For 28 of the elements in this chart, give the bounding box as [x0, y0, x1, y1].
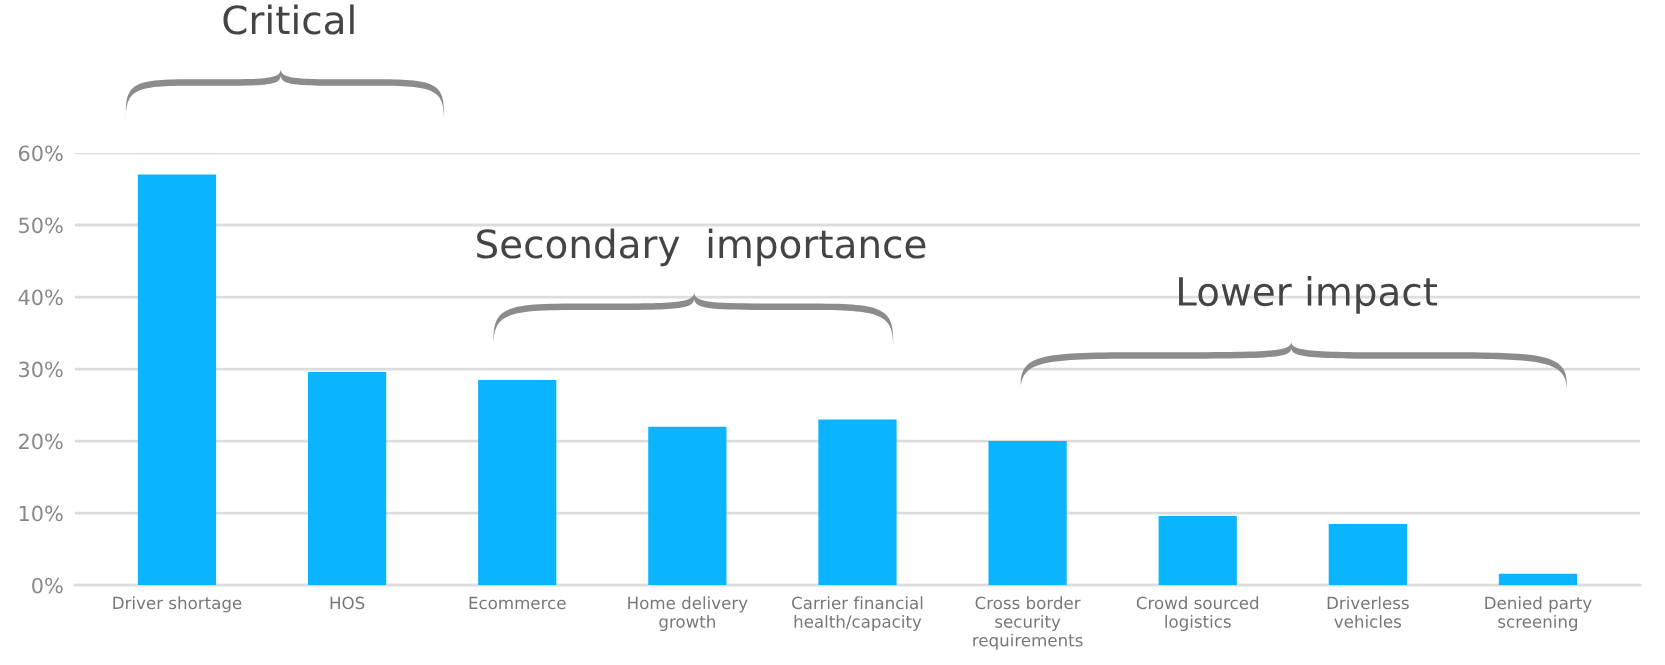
bar: [137, 174, 217, 586]
x-tick-label: Driver shortage: [113, 596, 242, 613]
y-tick-label: 30%: [19, 361, 63, 378]
y-tick-label: 0%: [32, 577, 63, 594]
x-tick-label: Crowd sourced logistics: [1136, 596, 1259, 632]
bar: [1498, 573, 1578, 586]
x-tick-label: Home delivery growth: [628, 596, 748, 632]
x-tick-label: Ecommerce: [469, 596, 566, 610]
bar: [307, 371, 387, 586]
bar: [818, 419, 897, 586]
x-tick-label: Driverless vehicles: [1327, 596, 1409, 628]
annotation: Secondary importance: [477, 228, 926, 267]
bar: [478, 379, 557, 586]
y-tick-label: 50%: [19, 217, 63, 234]
bar: [1328, 523, 1407, 586]
y-tick-label: 40%: [18, 289, 63, 306]
bar: [648, 426, 727, 586]
annotation: Lower impact: [1179, 276, 1437, 314]
x-tick-label: Denied party screening: [1485, 596, 1592, 632]
x-tick-label: Cross border security requirements: [973, 596, 1083, 650]
y-tick-label: 20%: [19, 433, 63, 450]
y-tick-label: 10%: [19, 505, 63, 522]
x-tick-label: HOS: [330, 596, 365, 610]
text: Critical: [223, 4, 354, 35]
y-tick-label: 60%: [18, 145, 63, 162]
bar: [988, 441, 1067, 586]
x-tick-label: Carrier financial health/capacity: [792, 596, 923, 632]
bar: [1158, 516, 1237, 586]
